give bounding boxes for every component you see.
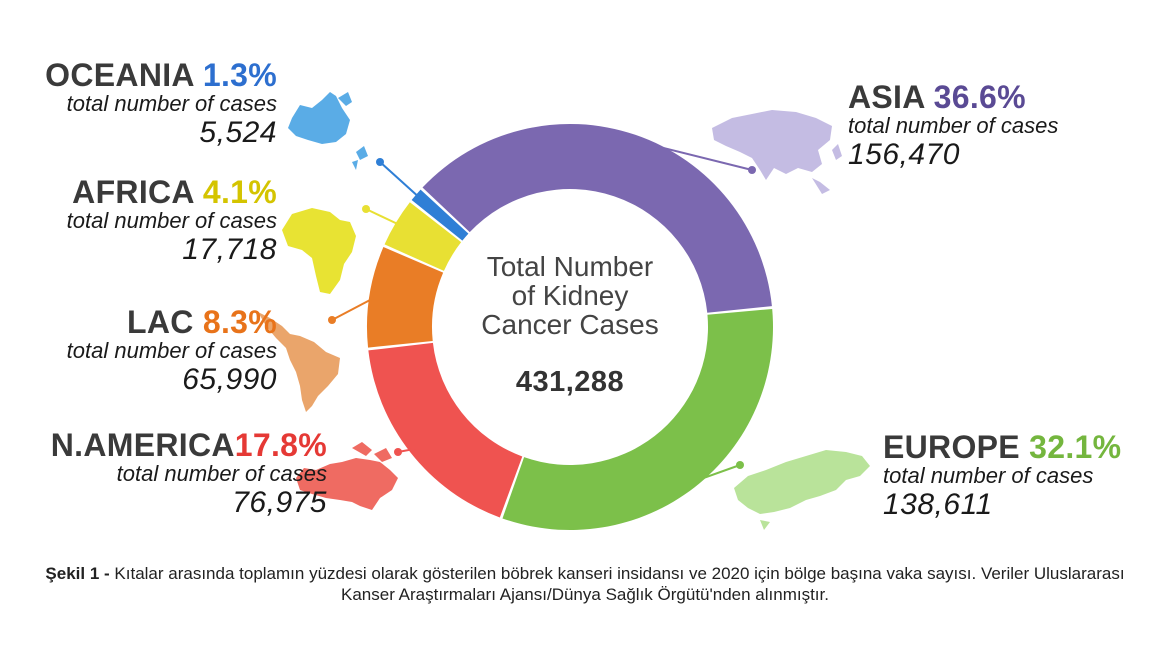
region-pct: 4.1% — [202, 174, 277, 210]
region-name: AFRICA — [72, 174, 194, 210]
slice-namerica — [368, 342, 523, 518]
region-pct: 1.3% — [202, 57, 277, 93]
legend-oceania: OCEANIA 1.3% total number of cases 5,524 — [45, 58, 277, 150]
region-name: LAC — [126, 304, 194, 340]
leader-line-oceania — [379, 161, 422, 200]
region-name: OCEANIA — [45, 57, 194, 93]
caption-label: Şekil 1 - — [45, 564, 110, 583]
region-pct: 8.3% — [202, 304, 277, 340]
legend-europe: EUROPE 32.1% total number of cases 138,6… — [883, 430, 1121, 522]
legend-asia: ASIA 36.6% total number of cases 156,470 — [848, 80, 1058, 172]
asia-map-icon — [712, 110, 842, 194]
region-subtitle: total number of cases — [66, 208, 277, 233]
slice-asia — [422, 124, 772, 313]
leader-dot-lac — [328, 316, 336, 324]
slice-oceania — [411, 189, 469, 241]
legend-lac: LAC 8.3% total number of cases 65,990 — [67, 305, 277, 397]
region-subtitle: total number of cases — [66, 91, 277, 116]
slice-lac — [367, 247, 444, 348]
leader-line-lac — [331, 296, 376, 321]
region-count: 156,470 — [848, 138, 960, 171]
leader-dot-namerica — [394, 448, 402, 456]
leader-line-asia — [633, 139, 753, 171]
region-name: ASIA — [848, 79, 925, 115]
slice-europe — [502, 308, 773, 530]
center-title-line-1: Total Number — [486, 251, 654, 282]
region-count: 5,524 — [199, 116, 277, 149]
region-subtitle: total number of cases — [848, 113, 1059, 138]
center-title-line-2: of Kidney — [511, 280, 629, 311]
center-title-line-3: Cancer Cases — [481, 309, 659, 340]
north-america-map-icon — [296, 442, 398, 510]
legend-north-america: N.AMERICA17.8% total number of cases 76,… — [51, 428, 327, 520]
region-subtitle: total number of cases — [116, 461, 327, 486]
leader-dot-oceania — [376, 158, 384, 166]
leader-dot-asia — [748, 166, 756, 174]
region-subtitle: total number of cases — [883, 463, 1094, 488]
europe-map-icon — [734, 450, 870, 530]
region-count: 65,990 — [182, 363, 277, 396]
slice-africa — [384, 202, 462, 271]
legend-africa: AFRICA 4.1% total number of cases 17,718 — [67, 175, 277, 267]
region-pct: 36.6% — [933, 79, 1026, 115]
region-name: N.AMERICA — [50, 427, 235, 463]
africa-map-icon — [282, 208, 356, 294]
leader-dot-europe — [736, 461, 744, 469]
region-pct: 17.8% — [234, 427, 327, 463]
region-pct: 32.1% — [1029, 429, 1122, 465]
region-count: 138,611 — [883, 488, 993, 521]
region-count: 76,975 — [232, 486, 327, 519]
region-name: EUROPE — [883, 429, 1020, 465]
center-total: 431,288 — [515, 366, 625, 398]
oceania-map-icon — [288, 92, 368, 170]
figure-caption: Şekil 1 - Kıtalar arasında toplamın yüzd… — [40, 563, 1130, 605]
region-subtitle: total number of cases — [66, 338, 277, 363]
latin-america-map-icon — [258, 312, 340, 412]
leader-line-europe — [690, 464, 741, 484]
center-title: Total Number of Kidney Cancer Cases — [440, 252, 700, 339]
caption-text: Kıtalar arasında toplamın yüzdesi olarak… — [109, 564, 1125, 604]
leader-line-africa — [365, 208, 402, 227]
leader-dot-africa — [362, 205, 370, 213]
region-count: 17,718 — [182, 233, 277, 266]
